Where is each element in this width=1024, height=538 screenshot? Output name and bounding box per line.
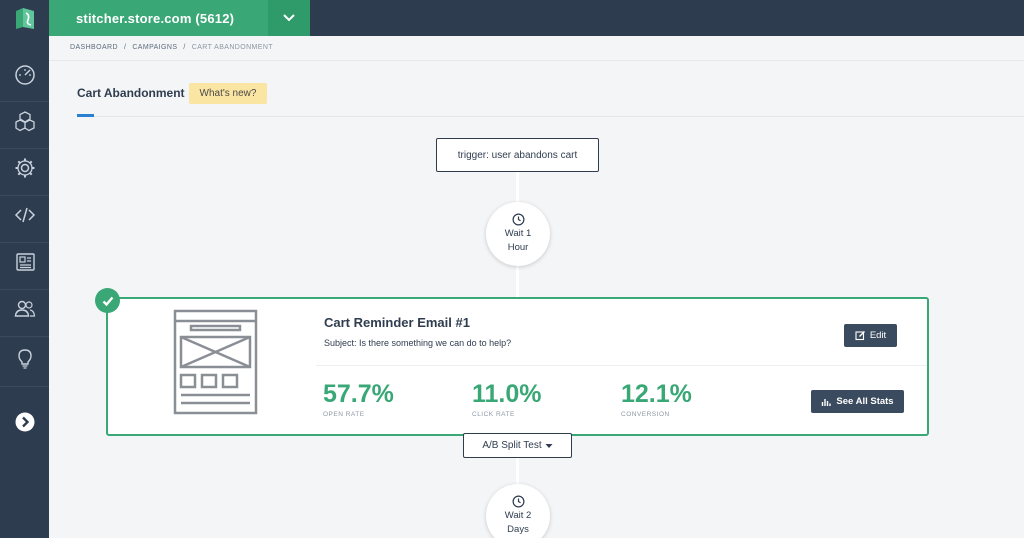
wait-node[interactable]: Wait 2 Days	[486, 484, 550, 538]
edit-label: Edit	[869, 330, 887, 341]
sidebar-expand[interactable]	[0, 394, 49, 449]
chevron-down-icon	[283, 14, 295, 22]
whats-new-badge[interactable]: What's new?	[189, 83, 267, 104]
code-icon	[14, 207, 35, 223]
stat-label: CLICK RATE	[472, 411, 515, 418]
bar-chart-icon	[822, 398, 832, 406]
clock-icon	[512, 213, 524, 226]
breadcrumb-current: CART ABANDONMENT	[191, 44, 273, 51]
wait-label-line1: Wait 1	[504, 228, 532, 239]
stat-label: CONVERSION	[621, 411, 670, 418]
title-divider	[77, 116, 1024, 117]
sidebar	[0, 0, 49, 538]
breadcrumb-campaigns[interactable]: CAMPAIGNS	[132, 44, 178, 51]
stat-value: 57.7%	[323, 380, 394, 408]
store-dropdown-toggle[interactable]	[268, 0, 310, 36]
check-icon	[95, 288, 120, 313]
store-selector[interactable]: stitcher.store.com (5612)	[49, 0, 268, 36]
edit-button[interactable]: Edit	[844, 324, 897, 347]
email-card[interactable]: Cart Reminder Email #1 Subject: Is there…	[106, 297, 929, 436]
breadcrumb-divider	[49, 60, 1024, 61]
sidebar-item-code[interactable]	[0, 188, 49, 243]
ab-split-test-dropdown[interactable]: A/B Split Test	[463, 433, 572, 458]
gear-icon	[15, 158, 34, 178]
sidebar-item-content[interactable]	[0, 235, 49, 290]
breadcrumb-separator: /	[123, 44, 127, 51]
stat-open-rate: 57.7% OPEN RATE	[323, 379, 394, 418]
clock-icon	[512, 495, 524, 508]
split-test-label: A/B Split Test	[482, 440, 542, 451]
dashboard-icon	[14, 65, 35, 85]
email-subject: Subject: Is there something we can do to…	[324, 338, 512, 348]
users-icon	[14, 300, 35, 317]
cubes-icon	[14, 111, 35, 132]
sidebar-item-settings[interactable]	[0, 141, 49, 196]
wait-label-line1: Wait 2	[504, 510, 532, 521]
store-name: stitcher.store.com (5612)	[76, 10, 235, 26]
wait-label-line2: Days	[507, 524, 529, 535]
lightbulb-icon	[17, 349, 32, 369]
sidebar-item-users[interactable]	[0, 282, 49, 337]
sidebar-item-dashboard[interactable]	[0, 47, 49, 102]
breadcrumb: DASHBOARD / CAMPAIGNS / CART ABANDONMENT	[70, 44, 273, 51]
newspaper-icon	[15, 253, 35, 271]
stat-click-rate: 11.0% CLICK RATE	[472, 379, 542, 418]
see-all-stats-label: See All Stats	[836, 396, 894, 407]
breadcrumb-separator: /	[183, 44, 186, 51]
sidebar-item-ideas[interactable]	[0, 332, 49, 387]
stat-conversion: 12.1% CONVERSION	[621, 379, 692, 418]
edit-icon	[855, 331, 865, 341]
trigger-node[interactable]: trigger: user abandons cart	[436, 138, 599, 172]
wait-label-line2: Hour	[507, 242, 529, 253]
page-title[interactable]: Cart Abandonment	[77, 86, 185, 100]
sidebar-item-products[interactable]	[0, 94, 49, 149]
see-all-stats-button[interactable]: See All Stats	[811, 390, 904, 413]
logo-icon	[15, 8, 34, 29]
active-tab-underline	[77, 114, 94, 117]
email-template-icon	[173, 309, 258, 415]
chevron-right-icon	[15, 412, 34, 431]
breadcrumb-dashboard[interactable]: DASHBOARD	[70, 44, 118, 51]
wait-node[interactable]: Wait 1 Hour	[486, 202, 550, 266]
stat-value: 12.1%	[621, 380, 692, 408]
app-logo[interactable]	[0, 0, 49, 36]
card-divider	[316, 365, 927, 366]
stat-label: OPEN RATE	[323, 411, 365, 418]
caret-down-icon	[545, 443, 553, 448]
stat-value: 11.0%	[472, 380, 542, 408]
email-title: Cart Reminder Email #1	[324, 315, 470, 330]
